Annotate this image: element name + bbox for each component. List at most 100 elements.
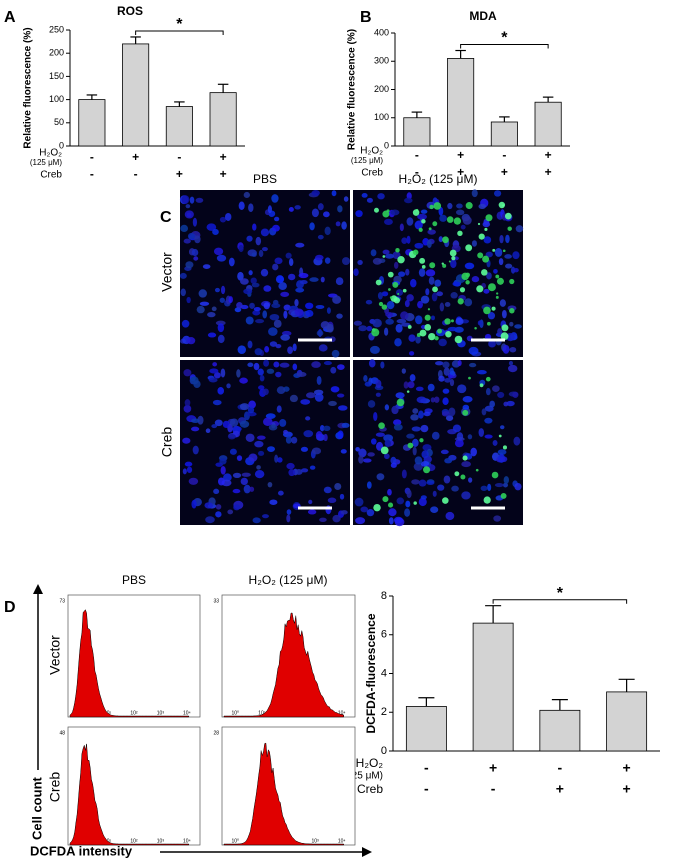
nucleus — [513, 436, 521, 446]
nucleus — [212, 362, 218, 367]
nucleus — [493, 268, 498, 274]
nucleus — [336, 313, 343, 319]
nucleus — [362, 458, 372, 463]
nucleus — [229, 448, 237, 455]
nucleus — [286, 509, 292, 515]
nucleus — [467, 434, 473, 440]
x-tick-label: 10² — [130, 838, 138, 844]
fluorescent-spot — [500, 332, 509, 341]
nucleus — [485, 251, 493, 258]
nucleus — [184, 461, 193, 467]
nucleus — [469, 362, 477, 368]
fluorescent-spot — [432, 286, 438, 293]
nucleus — [493, 515, 502, 522]
nucleus — [294, 298, 299, 307]
nucleus — [430, 506, 439, 513]
nucleus — [471, 276, 480, 283]
fluorescent-spot — [460, 474, 466, 480]
nucleus — [180, 224, 189, 233]
nucleus — [267, 482, 273, 488]
nucleus — [488, 340, 496, 348]
nucleus — [444, 377, 451, 383]
fluorescent-spot — [432, 221, 438, 227]
nucleus — [385, 253, 395, 259]
x-tick-label: 10³ — [311, 838, 319, 844]
nucleus — [315, 254, 324, 261]
nucleus — [366, 481, 372, 489]
significance-star: * — [501, 30, 508, 47]
column-label: H₂O₂ (125 μM) — [249, 573, 328, 587]
nucleus — [468, 346, 479, 355]
fluorescent-spot — [419, 257, 426, 264]
fluorescent-spot — [388, 288, 391, 291]
fluorescent-spot — [479, 383, 484, 388]
nucleus — [286, 514, 291, 523]
nucleus — [434, 396, 440, 403]
histogram — [223, 742, 344, 846]
nucleus — [400, 311, 409, 320]
nucleus — [489, 400, 496, 408]
nucleus — [317, 203, 324, 211]
y-tick-label: 0 — [59, 140, 64, 150]
nucleus — [478, 428, 485, 437]
column-label: PBS — [122, 573, 146, 587]
nucleus — [300, 399, 311, 405]
nucleus — [247, 362, 254, 367]
nucleus — [447, 202, 453, 210]
bar — [165, 106, 193, 147]
nucleus — [233, 504, 241, 511]
nucleus — [332, 514, 341, 523]
nucleus — [279, 362, 290, 368]
fluorescent-spot — [429, 204, 434, 210]
nucleus — [478, 203, 486, 210]
nucleus — [260, 228, 270, 237]
nucleus — [213, 488, 220, 495]
nucleus — [384, 327, 389, 336]
fluorescent-spot — [446, 216, 454, 223]
nucleus — [492, 385, 500, 393]
nucleus — [438, 338, 447, 347]
nucleus — [502, 344, 510, 354]
nucleus — [390, 462, 397, 468]
nucleus — [300, 468, 309, 473]
nucleus — [206, 223, 217, 231]
fluorescent-spot — [477, 252, 484, 259]
nucleus — [443, 367, 450, 376]
nucleus — [449, 367, 454, 376]
x-tick-label: 10³ — [157, 838, 165, 844]
nucleus — [512, 391, 519, 398]
nucleus — [375, 379, 382, 389]
nucleus — [436, 291, 444, 297]
micrograph — [353, 189, 524, 357]
nucleus — [229, 418, 239, 427]
bar — [122, 43, 150, 147]
nucleus — [267, 205, 272, 214]
fluorescent-spot — [442, 236, 449, 244]
nucleus — [328, 400, 337, 407]
nucleus — [241, 472, 251, 477]
nucleus — [277, 490, 284, 496]
fluorescent-spot — [504, 212, 512, 220]
y-tick-label: 150 — [49, 71, 64, 81]
fluorescent-spot — [483, 496, 491, 504]
condition-sign: - — [90, 167, 94, 181]
nucleus — [396, 497, 405, 505]
nucleus — [368, 359, 376, 368]
nucleus — [283, 310, 288, 319]
nucleus — [255, 236, 262, 246]
nucleus — [401, 322, 411, 327]
fluorescent-spot — [444, 318, 451, 325]
nucleus — [449, 378, 455, 387]
nucleus — [399, 223, 404, 232]
nucleus — [414, 242, 424, 249]
nucleus — [372, 257, 382, 265]
nucleus — [406, 489, 412, 499]
nucleus — [193, 256, 199, 261]
nucleus — [456, 203, 463, 209]
nucleus — [396, 318, 407, 324]
nucleus — [405, 268, 410, 276]
nucleus — [461, 491, 471, 500]
nucleus — [385, 318, 394, 325]
fluorescent-spot — [507, 226, 512, 231]
